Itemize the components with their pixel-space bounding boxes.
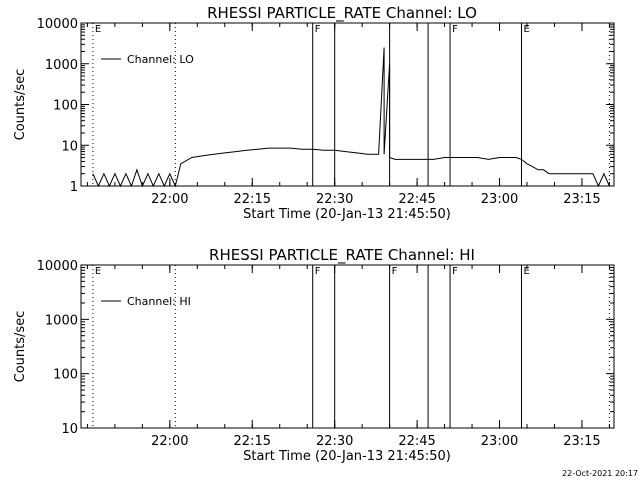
event-marker-label: F — [452, 24, 458, 35]
x-tick-label: 22:15 — [234, 192, 271, 207]
x-tick-label: 22:00 — [151, 192, 188, 207]
chart-title: RHESSI PARTICLE_RATE Channel: LO — [207, 4, 477, 23]
x-axis-label: Start Time (20-Jan-13 21:45:50) — [243, 207, 451, 222]
y-tick-label: 1000 — [45, 313, 78, 328]
x-tick-label: 22:30 — [316, 192, 353, 207]
x-tick-label: 22:45 — [398, 192, 435, 207]
y-tick-label: 10 — [61, 139, 78, 154]
y-tick-label: 10 — [61, 422, 78, 437]
event-marker-label: E — [95, 24, 101, 35]
x-tick-label: 23:00 — [481, 192, 518, 207]
event-marker-label: F — [392, 266, 398, 277]
chart-panel-1: RHESSI PARTICLE_RATE Channel: HI 22:00 22:… — [13, 246, 615, 464]
event-marker-label: E — [524, 266, 530, 277]
x-tick-label: 23:15 — [563, 192, 600, 207]
x-axis-label: Start Time (20-Jan-13 21:45:50) — [243, 449, 451, 464]
event-marker-label: F — [315, 266, 321, 277]
footer-timestamp: 22-Oct-2021 20:17 — [562, 469, 638, 478]
x-tick-label: 22:00 — [151, 434, 188, 449]
x-tick-label: 22:45 — [398, 434, 435, 449]
plot-frame — [80, 22, 615, 187]
plot-frame — [80, 264, 615, 429]
y-axis-label: Counts/sec — [13, 69, 28, 141]
x-tick-label: 22:30 — [316, 434, 353, 449]
y-tick-label: 100 — [53, 368, 78, 383]
y-axis-label: Counts/sec — [13, 311, 28, 383]
legend-label: Channel: HI — [127, 295, 191, 308]
event-marker-label: E — [95, 266, 101, 277]
y-tick-label: 1 — [70, 180, 78, 195]
event-marker-label: E — [524, 24, 530, 35]
event-marker-label: F — [452, 266, 458, 277]
x-tick-label: 23:00 — [481, 434, 518, 449]
y-tick-label: 1000 — [45, 58, 78, 73]
chart-panel-0: RHESSI PARTICLE_RATE Channel: LO 22:00 22:… — [13, 4, 615, 222]
y-tick-label: 10000 — [37, 259, 78, 274]
event-marker-label: F — [315, 24, 321, 35]
y-tick-label: 100 — [53, 99, 78, 114]
x-tick-label: 22:15 — [234, 434, 271, 449]
legend-label: Channel: LO — [127, 53, 194, 66]
y-tick-label: 10000 — [37, 17, 78, 32]
series-line — [92, 47, 610, 188]
x-tick-label: 23:15 — [563, 434, 600, 449]
chart-title: RHESSI PARTICLE_RATE Channel: HI — [209, 246, 475, 265]
